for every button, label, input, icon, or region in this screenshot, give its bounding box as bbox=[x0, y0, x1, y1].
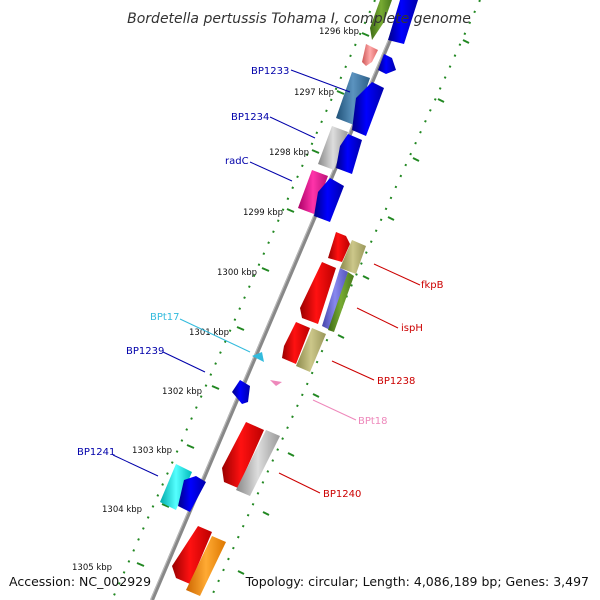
gene-isph-green[interactable] bbox=[328, 272, 354, 332]
gene-bp1234[interactable] bbox=[318, 126, 348, 170]
leader-isph bbox=[356, 307, 399, 329]
map-title: Bordetella pertussis Tohama I, complete … bbox=[127, 11, 471, 27]
gene-salmon[interactable] bbox=[362, 44, 378, 66]
leader-bpt18 bbox=[312, 399, 357, 421]
accession-text: Accession: NC_002929 bbox=[9, 574, 151, 589]
gene-red-bottom[interactable] bbox=[172, 526, 212, 584]
label-fkpb: fkpB bbox=[421, 280, 444, 291]
leader-bp1233 bbox=[290, 69, 351, 93]
tick-label-1305: 1305 kbp bbox=[72, 563, 112, 573]
gene-blue-top[interactable] bbox=[388, 0, 418, 44]
gene-blue-1234[interactable] bbox=[336, 134, 362, 174]
leader-bp1240 bbox=[278, 472, 321, 494]
tick-label-1299: 1299 kbp bbox=[243, 208, 283, 218]
label-bp1234: BP1234 bbox=[231, 112, 269, 123]
tick-label-1298: 1298 kbp bbox=[269, 148, 309, 158]
gene-bp1238-red[interactable] bbox=[282, 322, 310, 364]
label-radc: radC bbox=[225, 156, 249, 167]
gene-bp1240-red[interactable] bbox=[222, 422, 264, 488]
gene-isph-purple[interactable] bbox=[322, 268, 348, 330]
tick-label-1303: 1303 kbp bbox=[132, 446, 172, 456]
trna-bpt18[interactable] bbox=[270, 380, 282, 386]
gene-bp1238-olive[interactable] bbox=[296, 328, 326, 372]
topology-summary: Topology: circular; Length: 4,086,189 bp… bbox=[245, 574, 589, 589]
leader-bpt17 bbox=[179, 318, 251, 353]
gene-fkpb-red[interactable] bbox=[328, 232, 350, 262]
leader-fkpb bbox=[373, 263, 421, 286]
gene-bp1241-cyan[interactable] bbox=[160, 464, 192, 510]
leader-bp1234 bbox=[269, 116, 316, 139]
leader-bp1238 bbox=[331, 360, 375, 381]
tick-label-1300: 1300 kbp bbox=[217, 268, 257, 278]
major-ticks bbox=[136, 32, 470, 575]
gene-radc[interactable] bbox=[298, 170, 328, 214]
label-bp1241: BP1241 bbox=[77, 447, 115, 458]
label-bp1233: BP1233 bbox=[251, 66, 289, 77]
tick-label-1297: 1297 kbp bbox=[294, 88, 334, 98]
label-bpt17: BPt17 bbox=[150, 312, 180, 323]
label-bp1239: BP1239 bbox=[126, 346, 164, 357]
tick-label-1304: 1304 kbp bbox=[102, 505, 142, 515]
gene-bp1233[interactable] bbox=[336, 72, 370, 125]
gene-blue-small[interactable] bbox=[378, 54, 396, 74]
gene-orange-bottom[interactable] bbox=[186, 536, 226, 596]
label-bp1238: BP1238 bbox=[377, 376, 415, 387]
leader-bp1241 bbox=[112, 454, 159, 477]
outer-dotted-guide bbox=[209, 0, 481, 600]
gene-bp1239-blue[interactable] bbox=[232, 380, 250, 404]
gene-olive-top[interactable] bbox=[370, 0, 392, 40]
label-bpt18: BPt18 bbox=[358, 416, 388, 427]
gene-blue-1241[interactable] bbox=[178, 476, 206, 512]
tick-label-1302: 1302 kbp bbox=[162, 387, 202, 397]
leader-radc bbox=[249, 161, 293, 182]
leader-bp1239 bbox=[162, 351, 206, 373]
gene-bp1240-gray[interactable] bbox=[236, 430, 280, 496]
trna-bpt17[interactable] bbox=[252, 352, 264, 362]
gene-blue-1233[interactable] bbox=[352, 82, 384, 136]
tick-label-1296: 1296 kbp bbox=[319, 27, 359, 37]
label-bp1240: BP1240 bbox=[323, 489, 361, 500]
gene-isph-red[interactable] bbox=[300, 262, 336, 324]
gene-fkpb-olive[interactable] bbox=[340, 240, 366, 274]
gene-blue-radc[interactable] bbox=[314, 178, 344, 222]
label-isph: ispH bbox=[401, 323, 423, 334]
inner-dotted-guide bbox=[111, 0, 376, 600]
